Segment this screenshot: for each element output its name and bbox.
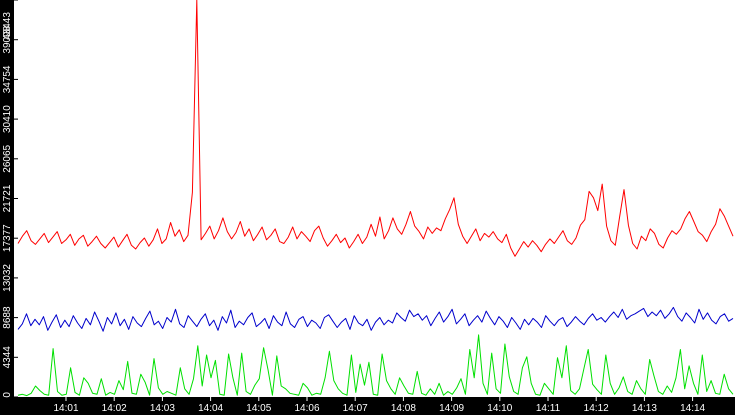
y-tick-label: 43443 [2,12,13,40]
x-tick-label: 14:10 [487,403,512,414]
y-axis: 0 4344 8688 13032 17377 21721 26065 30410 34754 3… [2,0,18,398]
x-tick-label: 14:09 [439,403,464,414]
x-tick-label: 14:12 [584,403,609,414]
x-tick-label: 14:06 [294,403,319,414]
x-tick-label: 14:08 [391,403,416,414]
series-line-2 [17,306,734,332]
y-tick-label: 8688 [2,306,13,329]
x-axis: 14:01 14:02 14:03 14:04 14:05 14:06 14:07 14:08… [53,397,706,414]
y-tick-label: 30410 [2,105,13,133]
y-tick-label: 4344 [2,346,13,369]
x-tick-label: 14:01 [53,403,78,414]
y-tick-label: 39098 [2,25,13,53]
y-axis-band [0,0,14,415]
x-tick-label: 14:02 [102,403,127,414]
x-tick-label: 14:07 [343,403,368,414]
y-tick-label: 17377 [2,224,13,252]
x-tick-label: 14:14 [680,403,705,414]
x-tick-label: 14:11 [536,403,561,414]
y-tick-label: 0 [2,392,13,398]
x-tick-label: 14:13 [632,403,657,414]
y-tick-label: 21721 [2,184,13,212]
x-tick-label: 14:04 [198,403,223,414]
series-layer [17,0,734,397]
y-tick-label: 13032 [2,264,13,292]
series-line-3 [17,334,734,397]
y-tick-label: 26065 [2,144,13,172]
y-tick-label: 34754 [2,65,13,93]
x-tick-label: 14:03 [150,403,175,414]
x-tick-label: 14:05 [246,403,271,414]
x-axis-band [0,397,735,415]
series-line-1 [17,0,734,257]
